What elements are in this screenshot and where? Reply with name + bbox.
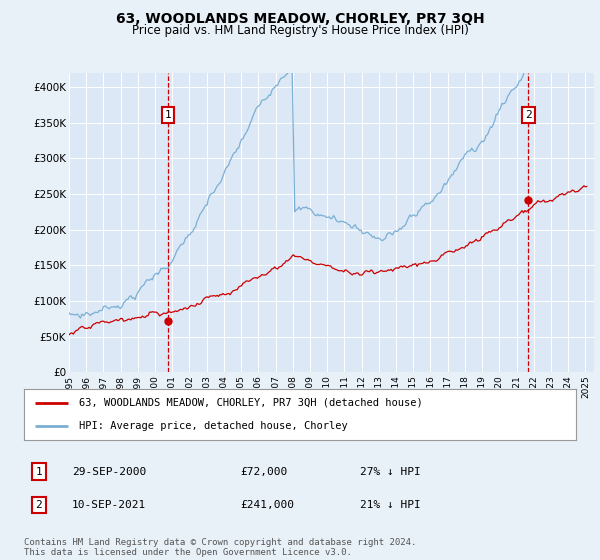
Text: 2: 2 [35, 500, 43, 510]
Text: Contains HM Land Registry data © Crown copyright and database right 2024.
This d: Contains HM Land Registry data © Crown c… [24, 538, 416, 557]
Text: £72,000: £72,000 [240, 466, 287, 477]
Text: 1: 1 [35, 466, 43, 477]
Text: 10-SEP-2021: 10-SEP-2021 [72, 500, 146, 510]
Text: 63, WOODLANDS MEADOW, CHORLEY, PR7 3QH: 63, WOODLANDS MEADOW, CHORLEY, PR7 3QH [116, 12, 484, 26]
Text: 29-SEP-2000: 29-SEP-2000 [72, 466, 146, 477]
Text: £241,000: £241,000 [240, 500, 294, 510]
Text: 2: 2 [525, 110, 532, 120]
Text: Price paid vs. HM Land Registry's House Price Index (HPI): Price paid vs. HM Land Registry's House … [131, 24, 469, 36]
Text: HPI: Average price, detached house, Chorley: HPI: Average price, detached house, Chor… [79, 421, 348, 431]
Text: 63, WOODLANDS MEADOW, CHORLEY, PR7 3QH (detached house): 63, WOODLANDS MEADOW, CHORLEY, PR7 3QH (… [79, 398, 423, 408]
Text: 27% ↓ HPI: 27% ↓ HPI [360, 466, 421, 477]
Text: 1: 1 [164, 110, 172, 120]
Text: 21% ↓ HPI: 21% ↓ HPI [360, 500, 421, 510]
